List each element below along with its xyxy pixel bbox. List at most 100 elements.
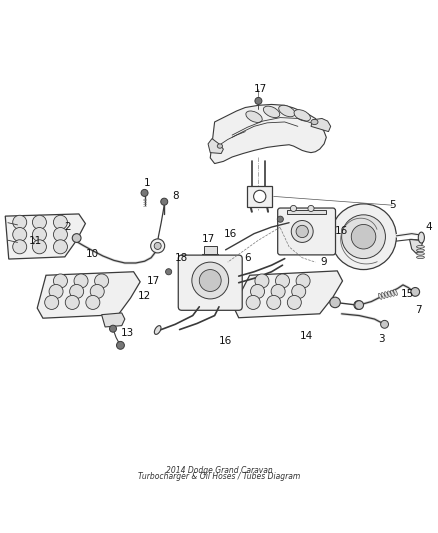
Circle shape [117,342,124,349]
Circle shape [13,228,27,241]
FancyBboxPatch shape [278,208,336,255]
Circle shape [95,274,109,288]
Circle shape [45,295,59,310]
Circle shape [296,225,308,238]
Circle shape [70,285,84,298]
Circle shape [276,274,290,288]
Polygon shape [247,186,272,207]
Circle shape [13,240,27,254]
Text: 1: 1 [143,178,150,188]
Circle shape [166,269,172,275]
Circle shape [290,205,297,212]
Ellipse shape [417,249,424,252]
Polygon shape [37,272,140,318]
Circle shape [154,243,161,249]
Text: 5: 5 [389,200,396,210]
Polygon shape [311,118,331,132]
Circle shape [53,228,67,241]
Text: 16: 16 [335,225,348,236]
Circle shape [255,274,269,288]
Circle shape [151,239,165,253]
FancyBboxPatch shape [178,255,242,310]
Circle shape [351,224,376,249]
Circle shape [13,215,27,229]
Circle shape [330,297,340,308]
Ellipse shape [417,246,424,248]
Text: Turbocharger & Oil Hoses / Tubes Diagram: Turbocharger & Oil Hoses / Tubes Diagram [138,472,300,481]
Circle shape [53,240,67,254]
Text: 9: 9 [321,257,328,267]
Circle shape [292,285,306,298]
Circle shape [72,233,81,243]
Circle shape [246,295,260,310]
Text: 14: 14 [300,330,313,341]
Circle shape [381,320,389,328]
Ellipse shape [417,256,424,259]
Text: 15: 15 [401,289,414,298]
Ellipse shape [394,289,397,295]
Circle shape [86,295,100,310]
Ellipse shape [381,293,385,298]
Ellipse shape [417,253,424,255]
Ellipse shape [246,111,262,123]
Polygon shape [102,313,125,327]
Text: 12: 12 [138,291,151,301]
Circle shape [267,295,281,310]
Text: 16: 16 [223,229,237,239]
Circle shape [342,215,385,259]
Circle shape [49,285,63,298]
Circle shape [287,295,301,310]
Circle shape [355,301,364,310]
Circle shape [255,98,262,104]
Polygon shape [233,271,343,318]
Ellipse shape [378,293,382,300]
Text: 4: 4 [426,222,433,232]
FancyBboxPatch shape [204,246,217,254]
Circle shape [141,189,148,197]
Ellipse shape [154,326,161,334]
Ellipse shape [294,110,311,121]
Circle shape [331,204,396,270]
Text: 17: 17 [254,84,267,94]
Text: 17: 17 [201,235,215,244]
Text: 2014 Dodge Grand Caravan: 2014 Dodge Grand Caravan [166,465,272,474]
Text: 6: 6 [244,253,251,263]
Circle shape [32,215,46,229]
Polygon shape [208,139,223,154]
Circle shape [291,221,313,243]
Circle shape [271,285,285,298]
Text: 7: 7 [415,305,422,316]
Circle shape [192,262,229,299]
Circle shape [354,301,363,310]
Text: 17: 17 [147,276,160,286]
Circle shape [53,274,67,288]
Circle shape [251,285,265,298]
Circle shape [53,215,67,229]
Circle shape [32,228,46,241]
Ellipse shape [311,119,318,125]
Circle shape [90,285,104,298]
Circle shape [308,205,314,212]
Circle shape [74,274,88,288]
Circle shape [110,325,117,332]
Ellipse shape [263,106,280,118]
Text: 2: 2 [64,222,71,232]
Text: 3: 3 [378,334,385,344]
Text: 10: 10 [85,249,99,259]
Ellipse shape [391,290,394,296]
Circle shape [199,270,221,292]
Ellipse shape [217,144,223,148]
Polygon shape [410,239,423,253]
Polygon shape [287,209,326,214]
Polygon shape [5,214,85,259]
Text: 16: 16 [219,336,232,346]
Ellipse shape [279,106,295,117]
Ellipse shape [385,292,388,298]
Text: 13: 13 [120,328,134,338]
Polygon shape [210,104,326,164]
Ellipse shape [418,232,424,243]
Text: 11: 11 [28,236,42,246]
Text: 8: 8 [172,191,179,201]
Circle shape [411,287,420,296]
Circle shape [65,295,79,310]
